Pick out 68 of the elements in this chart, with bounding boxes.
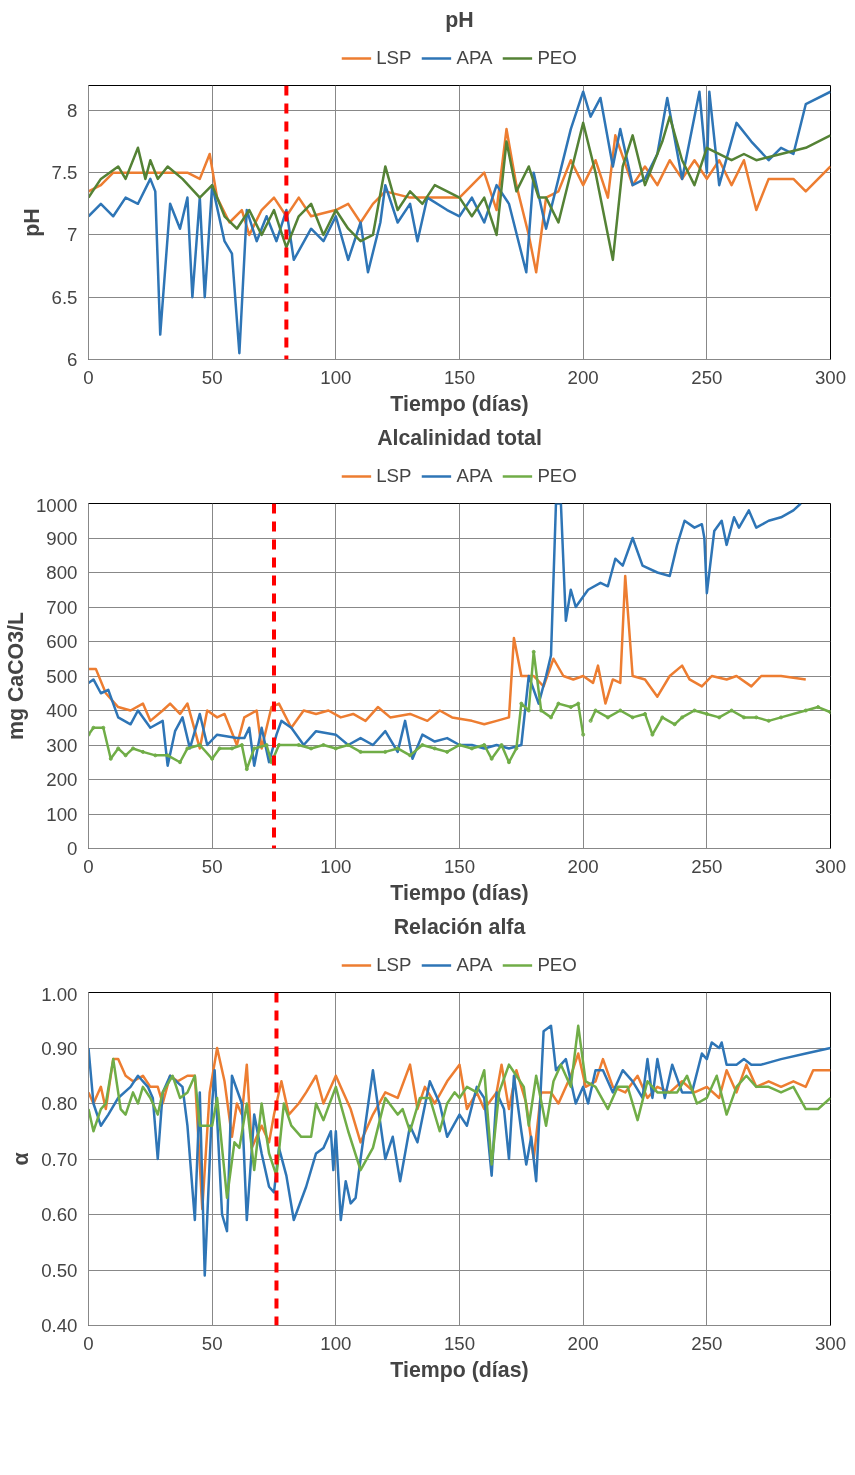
x-tick-label: 150 bbox=[443, 855, 476, 877]
y-tick-label: 700 bbox=[46, 596, 78, 618]
line-series bbox=[88, 1024, 831, 1277]
legend-label: APA bbox=[456, 47, 493, 69]
y-axis-title: pH bbox=[19, 208, 44, 237]
y-tick-label: 0.90 bbox=[41, 1037, 78, 1059]
chart-title: Relación alfa bbox=[393, 914, 526, 939]
y-tick-label: 7 bbox=[67, 224, 78, 246]
legend-label: LSP bbox=[376, 47, 412, 69]
y-tick-label: 6.5 bbox=[51, 286, 78, 308]
legend-label: LSP bbox=[376, 465, 412, 487]
legend-label: APA bbox=[456, 465, 493, 487]
y-tick-label: 0.60 bbox=[41, 1204, 78, 1225]
x-tick-label: 0 bbox=[83, 1332, 94, 1354]
chart-title: Alcalinidad total bbox=[377, 425, 542, 450]
y-tick-label: 300 bbox=[46, 734, 78, 756]
legend-label: PEO bbox=[537, 954, 577, 976]
legend-label: APA bbox=[456, 954, 493, 976]
y-tick-label: 0 bbox=[67, 838, 78, 859]
x-tick-label: 200 bbox=[567, 366, 599, 388]
x-tick-label: 0 bbox=[83, 366, 94, 388]
legend-label: LSP bbox=[376, 954, 412, 976]
x-tick-label: 200 bbox=[567, 1332, 599, 1354]
line-series bbox=[88, 90, 831, 355]
x-tick-label: 250 bbox=[691, 1332, 723, 1354]
y-tick-label: 200 bbox=[46, 769, 78, 790]
x-tick-label: 250 bbox=[691, 366, 723, 388]
x-tick-label: 100 bbox=[320, 1332, 352, 1354]
x-axis-title: Tiempo (días) bbox=[390, 391, 529, 416]
y-tick-label: 0.70 bbox=[41, 1148, 78, 1170]
line-series bbox=[88, 1024, 831, 1200]
chart-title: pH bbox=[445, 7, 474, 32]
y-tick-label: 500 bbox=[46, 665, 78, 687]
x-tick-label: 50 bbox=[201, 366, 223, 388]
x-axis-title: Tiempo (días) bbox=[390, 1357, 529, 1382]
x-tick-label: 100 bbox=[320, 366, 352, 388]
legend-label: PEO bbox=[537, 47, 577, 69]
y-tick-label: 6 bbox=[67, 349, 78, 370]
y-tick-label: 0.50 bbox=[41, 1259, 78, 1281]
y-tick-label: 0.40 bbox=[41, 1315, 78, 1336]
y-tick-label: 900 bbox=[46, 527, 78, 549]
y-tick-label: 1.00 bbox=[41, 983, 78, 1005]
y-tick-label: 600 bbox=[46, 631, 78, 652]
x-tick-label: 100 bbox=[320, 855, 352, 877]
x-tick-label: 200 bbox=[567, 855, 599, 877]
y-axis-title: α bbox=[9, 1152, 34, 1166]
y-tick-label: 7.5 bbox=[51, 162, 78, 184]
y-tick-label: 800 bbox=[46, 562, 78, 583]
x-tick-label: 50 bbox=[201, 855, 223, 877]
y-tick-label: 100 bbox=[46, 803, 78, 825]
line-series bbox=[88, 574, 808, 750]
y-tick-label: 1000 bbox=[36, 494, 78, 516]
y-tick-label: 400 bbox=[46, 700, 78, 721]
x-tick-label: 150 bbox=[443, 1332, 476, 1354]
x-tick-label: 50 bbox=[201, 1332, 223, 1354]
x-tick-label: 250 bbox=[691, 855, 723, 877]
y-tick-label: 0.80 bbox=[41, 1093, 78, 1114]
x-tick-label: 0 bbox=[83, 855, 94, 877]
x-tick-label: 300 bbox=[814, 366, 847, 388]
line-series bbox=[88, 503, 803, 767]
y-tick-label: 8 bbox=[67, 99, 78, 121]
legend-label: PEO bbox=[537, 465, 577, 487]
x-tick-label: 300 bbox=[814, 855, 847, 877]
x-tick-label: 300 bbox=[814, 1332, 847, 1354]
x-tick-label: 150 bbox=[443, 366, 476, 388]
x-axis-title: Tiempo (días) bbox=[390, 880, 529, 905]
y-axis-title: mg CaCO3/L bbox=[4, 611, 28, 740]
line-series bbox=[88, 115, 831, 262]
